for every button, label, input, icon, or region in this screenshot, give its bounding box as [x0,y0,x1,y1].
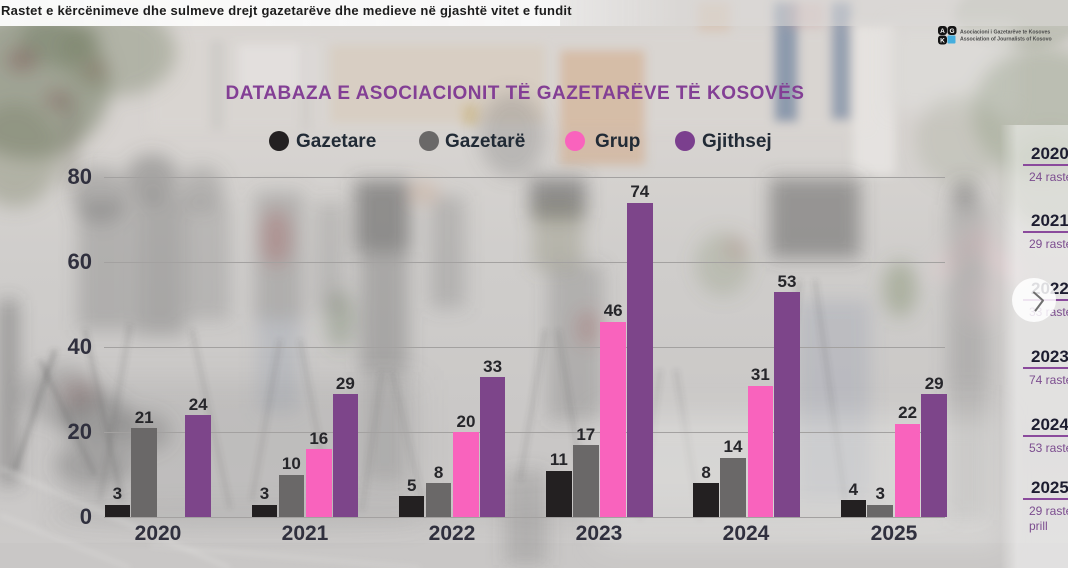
svg-text:G: G [949,28,954,35]
svg-text:K: K [940,38,945,45]
svg-text:Association of Journalists of: Association of Journalists of Kosovo [960,37,1052,43]
svg-text:A: A [940,28,945,35]
svg-text:Asociacioni i Gazetarëve te Ko: Asociacioni i Gazetarëve te Kosoves [960,30,1050,36]
